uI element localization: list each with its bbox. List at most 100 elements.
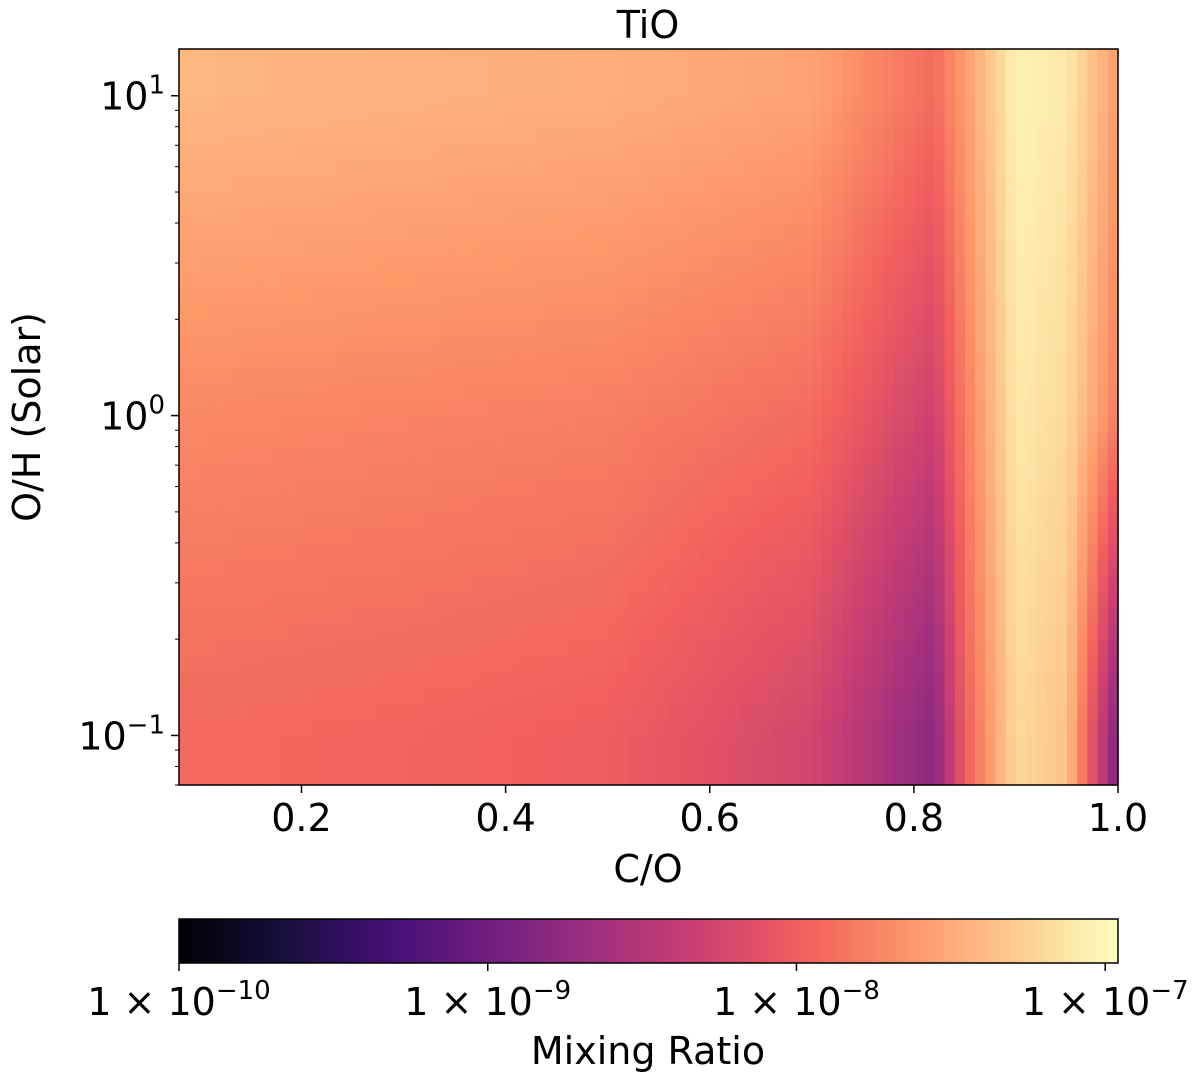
heatmap-cell — [995, 513, 1007, 530]
heatmap-cell — [913, 529, 925, 546]
heatmap-cell — [413, 529, 425, 546]
heatmap-cell — [423, 529, 435, 546]
heatmap-cell — [750, 369, 762, 386]
heatmap-cell — [291, 257, 303, 274]
heatmap-cell — [832, 161, 844, 178]
heatmap-cell — [801, 769, 813, 786]
heatmap-cell — [852, 753, 864, 770]
heatmap-cell — [1036, 209, 1048, 226]
heatmap-cell — [913, 209, 925, 226]
heatmap-cell — [893, 609, 905, 626]
heatmap-cell — [383, 545, 394, 562]
heatmap-cell — [709, 657, 721, 674]
heatmap-cell — [740, 673, 752, 690]
heatmap-cell — [842, 177, 854, 194]
heatmap-cell — [770, 465, 782, 482]
heatmap-cell — [668, 369, 680, 386]
heatmap-cell — [893, 289, 905, 306]
heatmap-cell — [260, 273, 272, 290]
heatmap-cell — [362, 305, 374, 322]
heatmap-cell — [219, 353, 231, 370]
heatmap-cell — [352, 145, 364, 162]
heatmap-cell — [1066, 81, 1078, 98]
heatmap-cell — [536, 593, 548, 610]
heatmap-cell — [526, 81, 537, 98]
heatmap-cell — [607, 417, 619, 434]
heatmap-cell — [250, 337, 262, 354]
heatmap-cell — [975, 513, 986, 530]
heatmap-cell — [464, 753, 476, 770]
heatmap-cell — [822, 545, 833, 562]
heatmap-cell — [270, 401, 282, 418]
heatmap-cell — [719, 497, 731, 514]
heatmap-cell — [230, 273, 241, 290]
heatmap-cell — [1056, 321, 1068, 338]
heatmap-cell — [179, 385, 190, 402]
heatmap-cell — [209, 433, 221, 450]
heatmap-cell — [730, 97, 741, 114]
heatmap-cell — [883, 513, 895, 530]
heatmap-cell — [852, 49, 864, 66]
heatmap-cell — [617, 161, 629, 178]
heatmap-cell — [474, 513, 486, 530]
heatmap-cell — [1036, 273, 1048, 290]
heatmap-cell — [658, 625, 670, 642]
heatmap-cell — [709, 113, 721, 130]
heatmap-cell — [291, 97, 303, 114]
heatmap-cell — [485, 241, 497, 258]
heatmap-cell — [423, 449, 435, 466]
heatmap-cell — [332, 81, 343, 98]
heatmap-cell — [1056, 129, 1068, 146]
heatmap-cell — [515, 641, 527, 658]
heatmap-cell — [1077, 721, 1088, 738]
heatmap-cell — [924, 561, 935, 578]
heatmap-cell — [270, 625, 282, 642]
heatmap-cell — [699, 257, 711, 274]
heatmap-cell — [1046, 673, 1058, 690]
heatmap-cell — [954, 145, 966, 162]
heatmap-cell — [934, 145, 946, 162]
heatmap-cell — [1077, 497, 1088, 514]
heatmap-cell — [1107, 609, 1119, 626]
heatmap-cell — [219, 593, 231, 610]
heatmap-cell — [393, 289, 405, 306]
heatmap-cell — [648, 369, 660, 386]
heatmap-cell — [862, 225, 874, 242]
heatmap-cell — [985, 257, 997, 274]
heatmap-cell — [658, 481, 670, 498]
heatmap-cell — [760, 673, 772, 690]
heatmap-cell — [393, 593, 405, 610]
heatmap-cell — [301, 433, 313, 450]
heatmap-cell — [975, 305, 986, 322]
heatmap-cell — [791, 385, 803, 402]
heatmap-cell — [474, 49, 486, 66]
heatmap-cell — [485, 609, 497, 626]
heatmap-cell — [842, 241, 854, 258]
heatmap-cell — [485, 545, 497, 562]
heatmap-cell — [199, 369, 211, 386]
heatmap-cell — [791, 225, 803, 242]
heatmap-cell — [464, 161, 476, 178]
heatmap-cell — [903, 465, 915, 482]
heatmap-cell — [587, 433, 599, 450]
heatmap-cell — [791, 689, 803, 706]
heatmap-cell — [230, 705, 241, 722]
heatmap-cell — [924, 113, 935, 130]
heatmap-cell — [740, 657, 752, 674]
heatmap-cell — [873, 161, 884, 178]
heatmap-cell — [964, 641, 976, 658]
heatmap-cell — [954, 625, 966, 642]
heatmap-cell — [311, 209, 323, 226]
heatmap-cell — [1077, 129, 1088, 146]
heatmap-cell — [250, 193, 262, 210]
heatmap-cell — [505, 497, 517, 514]
heatmap-cell — [526, 113, 537, 130]
heatmap-cell — [413, 497, 425, 514]
heatmap-cell — [179, 689, 190, 706]
heatmap-cell — [1046, 369, 1058, 386]
heatmap-cell — [566, 321, 578, 338]
heatmap-cell — [189, 465, 201, 482]
heatmap-cell — [699, 369, 711, 386]
heatmap-cell — [423, 625, 435, 642]
heatmap-cell — [434, 65, 445, 82]
